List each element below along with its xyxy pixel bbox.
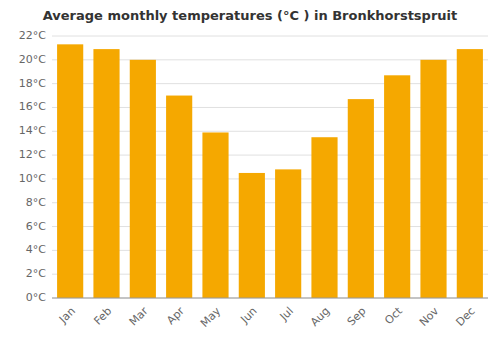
y-tick-label: 16°C: [19, 100, 46, 113]
chart: 0°C 2°C 4°C 6°C 8°C 10°C 12°C 14°C 16°C 18°C 20°C 2…: [0, 0, 500, 350]
y-tick-label: 0°C: [26, 291, 46, 304]
x-tick-label: May: [198, 304, 224, 330]
y-tick-label: 22°C: [19, 29, 46, 42]
grid-line: [52, 36, 488, 37]
y-tick-label: 6°C: [26, 220, 46, 233]
y-tick-label: 8°C: [26, 196, 46, 209]
x-tick-label: Oct: [382, 304, 405, 327]
y-tick-label: 18°C: [19, 77, 46, 90]
y-tick-label: 20°C: [19, 53, 46, 66]
y-tick-label: 12°C: [19, 148, 46, 161]
y-tick-label: 14°C: [19, 124, 46, 137]
bar: [166, 96, 192, 298]
bar: [275, 169, 301, 298]
bar: [384, 75, 410, 298]
y-tick-label: 2°C: [26, 267, 46, 280]
x-tick-label: Feb: [91, 305, 114, 328]
bar: [57, 44, 83, 298]
bar: [311, 137, 337, 298]
grid: [52, 36, 488, 298]
x-tick-label: Jan: [56, 305, 78, 327]
bar: [130, 60, 156, 298]
x-axis: Jan Feb Mar Apr May Jun Jul Aug Sep Oct Nov Dec: [52, 298, 488, 330]
bar: [239, 173, 265, 298]
x-tick-label: Aug: [308, 305, 332, 329]
x-tick-label: Sep: [345, 305, 369, 329]
x-tick-label: Mar: [127, 304, 151, 328]
bar: [202, 132, 228, 298]
x-axis-line: [52, 298, 488, 299]
x-tick-label: Jun: [238, 305, 260, 327]
x-tick-label: Dec: [453, 305, 477, 329]
bar: [93, 49, 119, 298]
x-tick-label: Jul: [277, 305, 296, 324]
grid-line: [52, 298, 488, 299]
bar: [457, 49, 483, 298]
y-tick-label: 4°C: [26, 243, 46, 256]
title: Average monthly temperatures (°C ) in Br…: [43, 8, 458, 23]
bars: [57, 44, 483, 298]
x-tick-label: Apr: [164, 304, 187, 327]
x-tick-label: Nov: [417, 304, 442, 329]
bar: [348, 99, 374, 298]
bar: [420, 60, 446, 298]
y-tick-label: 10°C: [19, 172, 46, 185]
y-axis: 0°C 2°C 4°C 6°C 8°C 10°C 12°C 14°C 16°C 18°C 20°C 2…: [19, 29, 46, 304]
